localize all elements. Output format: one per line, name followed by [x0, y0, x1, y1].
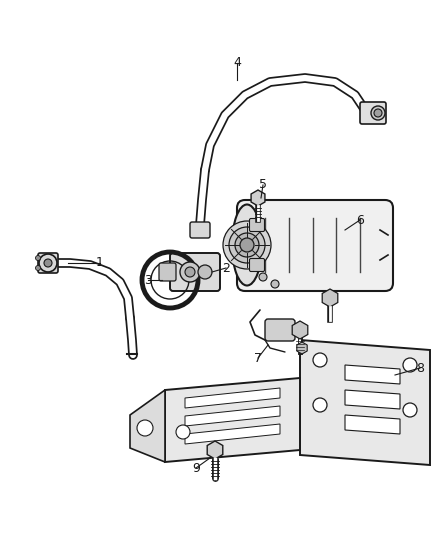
- Circle shape: [403, 403, 417, 417]
- FancyBboxPatch shape: [190, 222, 210, 238]
- FancyBboxPatch shape: [250, 259, 265, 271]
- Text: 7: 7: [254, 351, 262, 365]
- Circle shape: [176, 425, 190, 439]
- FancyBboxPatch shape: [250, 219, 265, 231]
- Polygon shape: [130, 390, 165, 462]
- Circle shape: [374, 109, 382, 117]
- Circle shape: [44, 259, 52, 267]
- Circle shape: [259, 273, 267, 281]
- Polygon shape: [300, 340, 430, 465]
- Ellipse shape: [232, 205, 262, 286]
- Polygon shape: [345, 390, 400, 409]
- Circle shape: [313, 353, 327, 367]
- Circle shape: [35, 265, 40, 271]
- FancyBboxPatch shape: [38, 253, 58, 273]
- Polygon shape: [345, 365, 400, 384]
- Circle shape: [198, 265, 212, 279]
- Circle shape: [403, 358, 417, 372]
- Polygon shape: [345, 415, 400, 434]
- Text: 9: 9: [192, 462, 200, 474]
- Text: 6: 6: [356, 214, 364, 227]
- Circle shape: [137, 420, 153, 436]
- Text: 8: 8: [416, 361, 424, 375]
- Polygon shape: [185, 406, 280, 426]
- Circle shape: [180, 262, 200, 282]
- Circle shape: [185, 267, 195, 277]
- Text: 2: 2: [222, 262, 230, 274]
- FancyBboxPatch shape: [159, 263, 176, 281]
- Circle shape: [35, 255, 40, 261]
- FancyBboxPatch shape: [170, 253, 220, 291]
- Text: 1: 1: [96, 256, 104, 270]
- Polygon shape: [185, 424, 280, 444]
- Text: 3: 3: [144, 273, 152, 287]
- Circle shape: [229, 227, 265, 263]
- Circle shape: [223, 221, 271, 269]
- Circle shape: [235, 233, 259, 257]
- Polygon shape: [165, 378, 300, 462]
- FancyBboxPatch shape: [265, 319, 295, 341]
- FancyBboxPatch shape: [360, 102, 386, 124]
- Circle shape: [240, 238, 254, 252]
- Text: 4: 4: [233, 56, 241, 69]
- Circle shape: [371, 106, 385, 120]
- Polygon shape: [185, 388, 280, 408]
- Circle shape: [271, 280, 279, 288]
- Text: 5: 5: [259, 179, 267, 191]
- Circle shape: [313, 398, 327, 412]
- FancyBboxPatch shape: [237, 200, 393, 291]
